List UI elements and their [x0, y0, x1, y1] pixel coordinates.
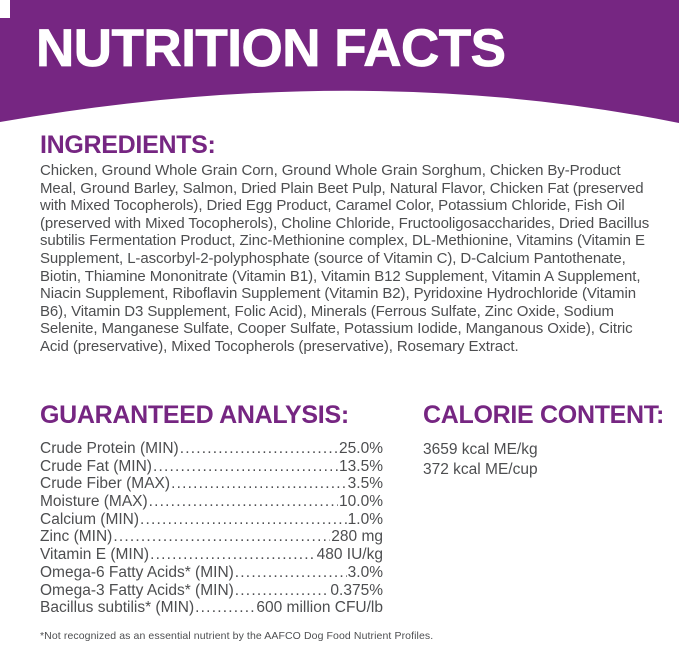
analysis-row: Crude Fiber (MAX) ......................… [40, 475, 383, 493]
banner-title: NUTRITION FACTS [36, 19, 507, 78]
analysis-label: Crude Fiber (MAX) [40, 475, 171, 493]
dot-leader: ........................................… [150, 546, 316, 564]
ingredients-heading: INGREDIENTS: [40, 131, 216, 159]
dot-leader: ........................................… [179, 440, 338, 457]
banner-curved-background [0, 0, 679, 123]
dot-leader: ........................................… [171, 475, 347, 493]
analysis-label: Calcium (MIN) [40, 510, 140, 528]
analysis-label: Bacillus subtilis* (MIN) [40, 599, 195, 617]
analysis-value: 280 mg [331, 528, 383, 546]
calorie-line-kg: 3659 kcal ME/kg [423, 441, 538, 458]
analysis-value: 3.0% [347, 563, 383, 581]
dot-leader: ........................................… [113, 528, 331, 546]
analysis-label: Crude Protein (MIN) [40, 440, 179, 457]
calorie-content-lines: 3659 kcal ME/kg 372 kcal ME/cup [423, 440, 538, 480]
dot-leader: ........................................… [152, 457, 338, 475]
analysis-value: 600 million CFU/lb [256, 599, 383, 617]
analysis-value: 3.5% [347, 475, 383, 493]
guaranteed-analysis-list: Crude Protein (MIN) ....................… [40, 440, 383, 617]
analysis-value: 10.0% [339, 493, 383, 511]
analysis-row: Vitamin E (MIN) ........................… [40, 546, 383, 564]
analysis-row: Moisture (MAX) .........................… [40, 493, 383, 511]
analysis-row: Zinc (MIN) .............................… [40, 528, 383, 546]
analysis-row: Crude Fat (MIN) ........................… [40, 458, 383, 476]
calorie-content-heading: CALORIE CONTENT: [423, 401, 665, 429]
dot-leader: ........................................… [148, 493, 338, 511]
analysis-label: Zinc (MIN) [40, 528, 113, 546]
analysis-value: 13.5% [339, 457, 383, 475]
analysis-label: Omega-6 Fatty Acids* (MIN) [40, 563, 234, 581]
dot-leader: ........................................… [234, 581, 330, 599]
analysis-value: 0.375% [330, 581, 383, 599]
analysis-row: Calcium (MIN) ..........................… [40, 511, 383, 529]
calorie-line-cup: 372 kcal ME/cup [423, 461, 538, 478]
dot-leader: ........................................… [140, 510, 347, 528]
analysis-label: Moisture (MAX) [40, 493, 148, 511]
analysis-value: 25.0% [339, 440, 383, 457]
analysis-row: Bacillus subtilis* (MIN) ...............… [40, 599, 383, 617]
analysis-row: Omega-3 Fatty Acids* (MIN) .............… [40, 582, 383, 600]
analysis-value: 1.0% [347, 510, 383, 528]
dot-leader: ........................................… [234, 563, 347, 581]
footnote: *Not recognized as an essential nutrient… [40, 630, 434, 642]
ingredients-text: Chicken, Ground Whole Grain Corn, Ground… [40, 162, 650, 355]
analysis-label: Crude Fat (MIN) [40, 457, 152, 475]
guaranteed-analysis-heading: GUARANTEED ANALYSIS: [40, 401, 349, 429]
analysis-value: 480 IU/kg [316, 546, 383, 564]
analysis-label: Omega-3 Fatty Acids* (MIN) [40, 581, 234, 599]
analysis-row: Crude Protein (MIN) ....................… [40, 440, 383, 458]
banner-corner-notch [0, 0, 10, 18]
analysis-label: Vitamin E (MIN) [40, 546, 150, 564]
analysis-row: Omega-6 Fatty Acids* (MIN) .............… [40, 564, 383, 582]
dot-leader: ........................................… [195, 599, 256, 617]
